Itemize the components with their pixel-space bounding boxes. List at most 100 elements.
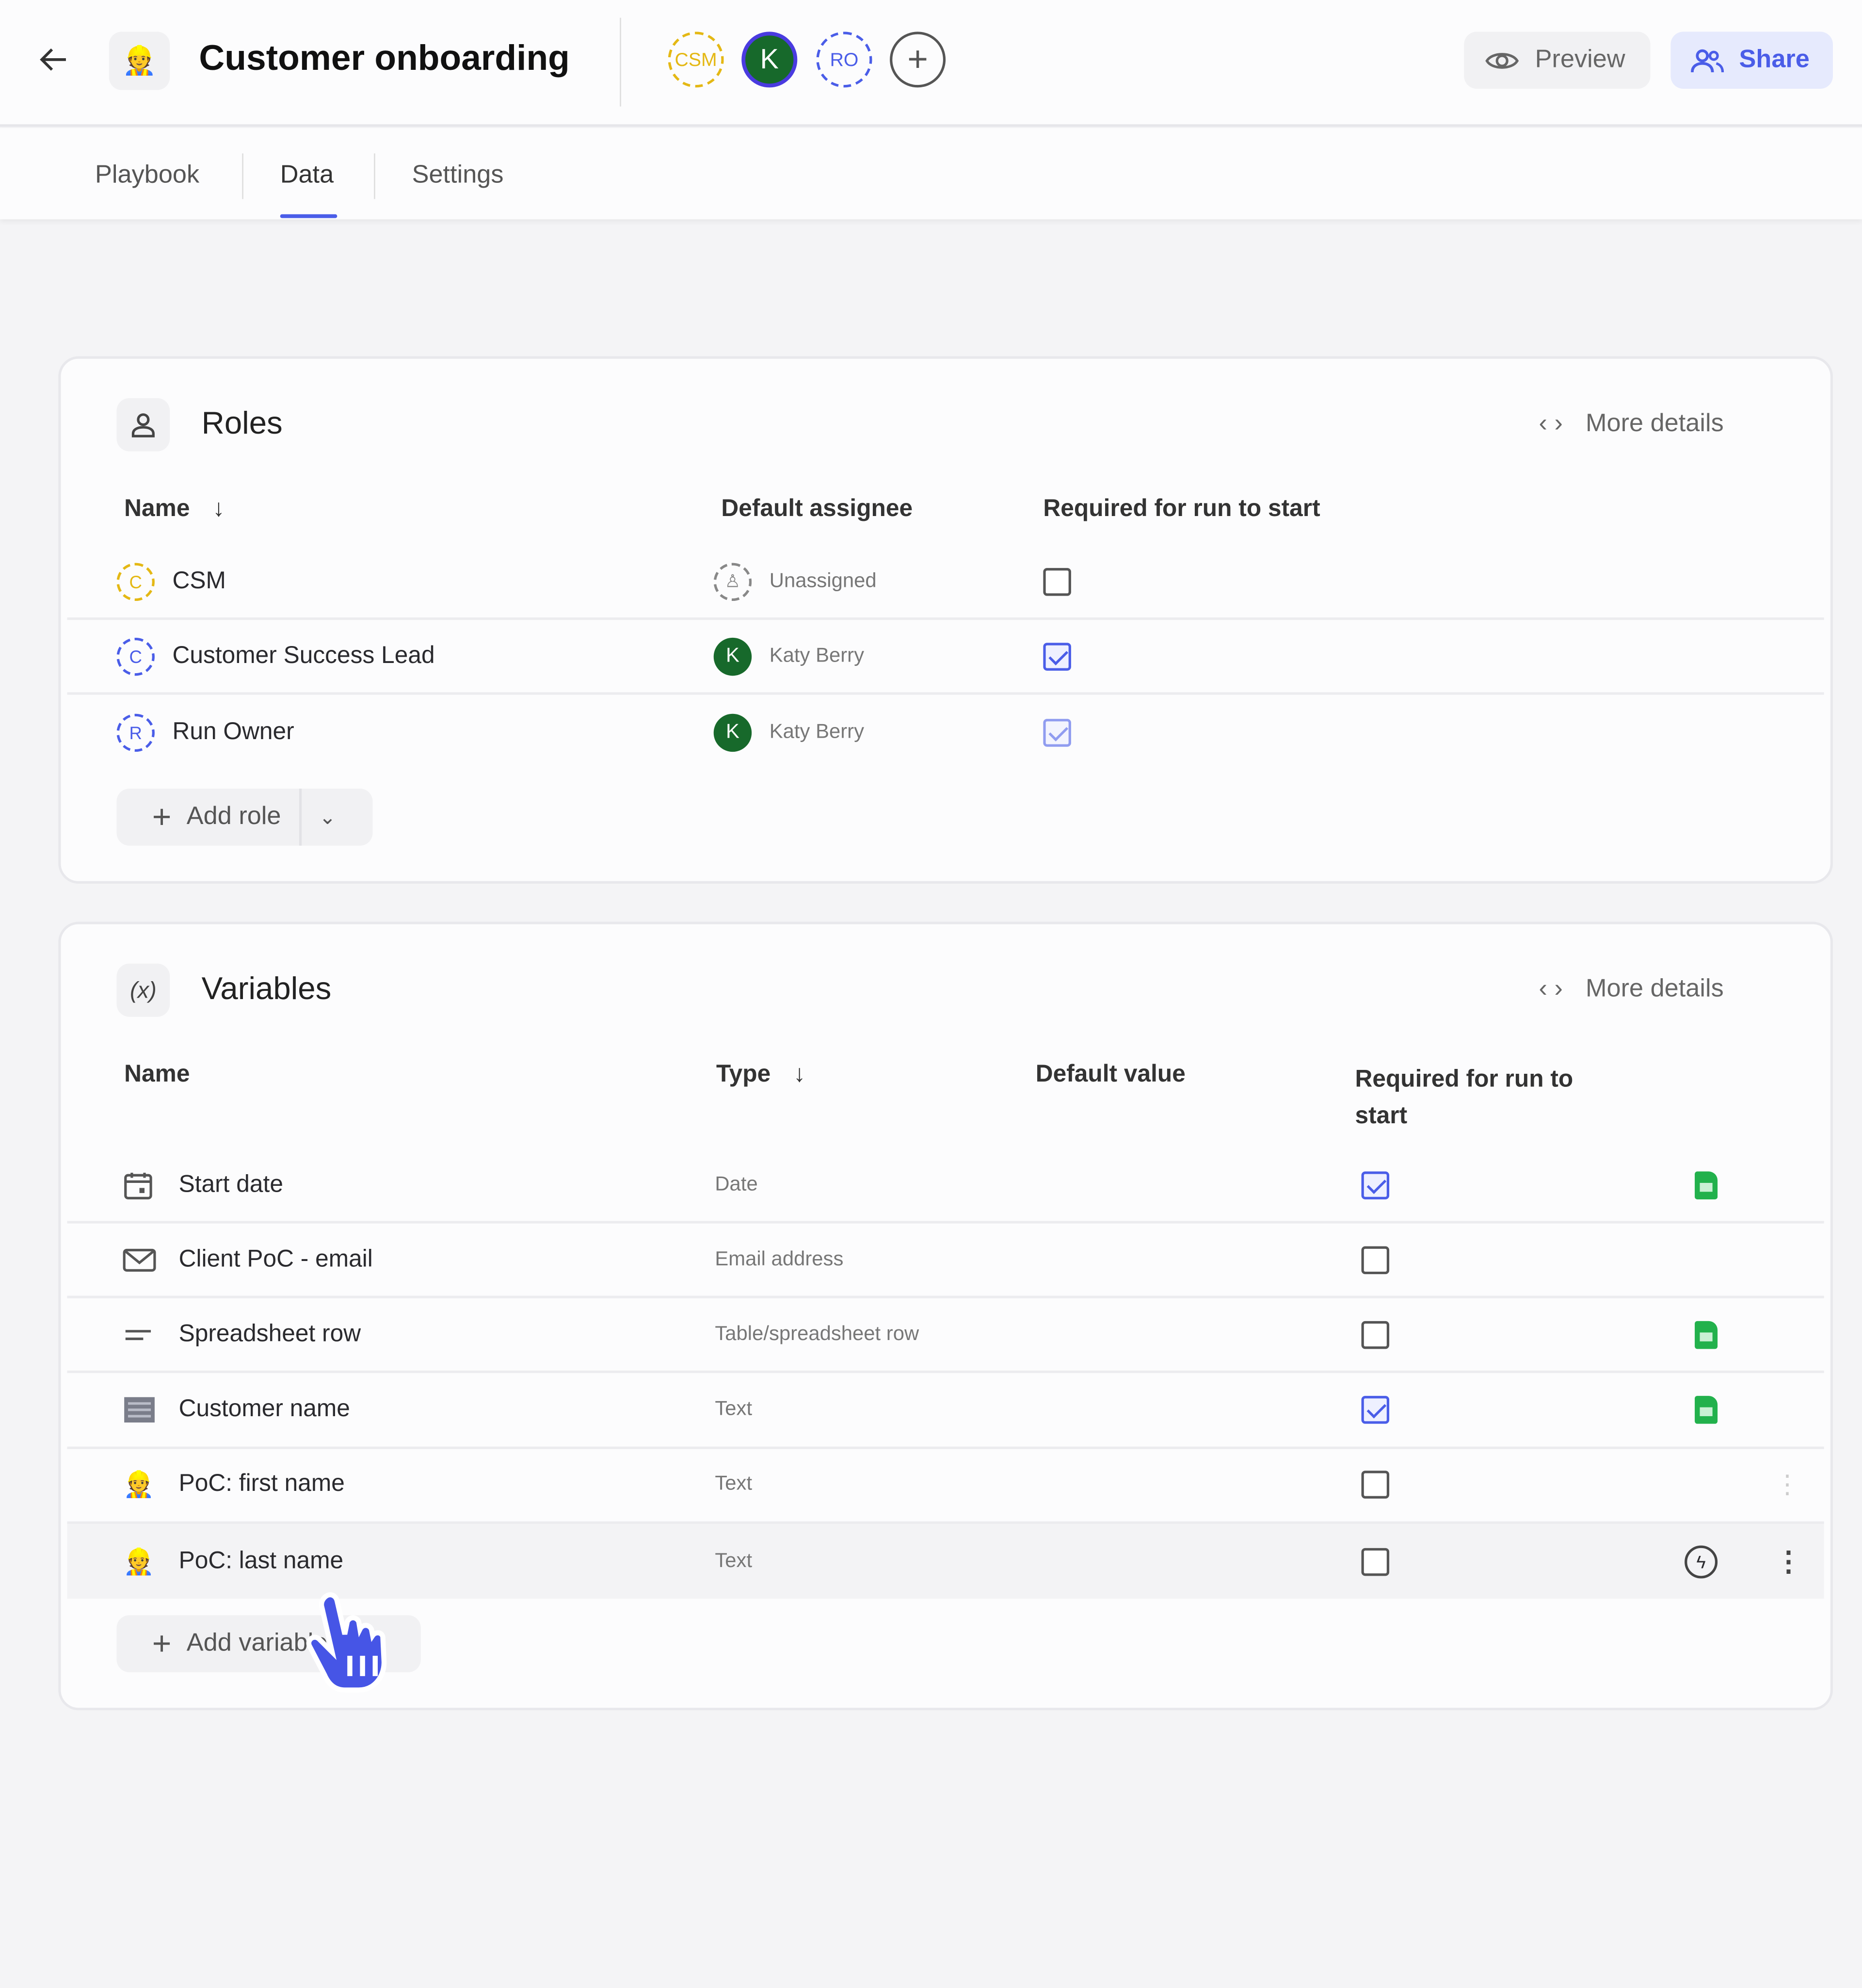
google-sheets-icon[interactable]: [1695, 1171, 1718, 1199]
avatar-ro[interactable]: RO: [816, 32, 872, 88]
person-icon: [116, 398, 170, 452]
required-checkbox[interactable]: [1361, 1547, 1390, 1576]
role-row[interactable]: R Run Owner K Katy Berry: [67, 695, 1824, 770]
variable-type: Text: [715, 1398, 753, 1421]
users-icon: [1691, 48, 1724, 72]
role-name: Run Owner: [172, 718, 294, 745]
variable-row[interactable]: 👷 PoC: last name Text ϟ ⋮: [67, 1524, 1824, 1599]
col-name[interactable]: Name ↓: [124, 496, 225, 524]
kebab-menu-icon[interactable]: ⋮: [1774, 1545, 1803, 1577]
code-icon: ‹ ›: [1539, 975, 1563, 1003]
col-required: Required for run to start: [1355, 1066, 1573, 1130]
required-checkbox[interactable]: [1361, 1471, 1390, 1499]
page-title: Customer onboarding: [199, 38, 570, 78]
tab-divider: [374, 153, 375, 199]
variable-name: PoC: first name: [178, 1471, 345, 1498]
role-row[interactable]: C CSM ♙ Unassigned: [67, 545, 1824, 620]
required-checkbox[interactable]: [1043, 642, 1071, 670]
role-row[interactable]: C Customer Success Lead K Katy Berry: [67, 620, 1824, 695]
variable-icon: (x): [116, 963, 170, 1017]
more-details-label: More details: [1585, 975, 1724, 1003]
add-member-button[interactable]: +: [890, 32, 946, 88]
variables-card: (x) Variables ‹ › More details Name Type ↓…: [58, 921, 1833, 1711]
col-name-label: Name: [124, 496, 190, 523]
divider: [620, 17, 621, 107]
bolt-icon[interactable]: ϟ: [1685, 1545, 1718, 1578]
building-icon: [123, 1396, 156, 1424]
playbook-emoji-icon[interactable]: 👷: [109, 32, 170, 90]
google-sheets-icon[interactable]: [1695, 1321, 1718, 1349]
variable-name: Spreadsheet row: [178, 1321, 361, 1348]
add-variable-button[interactable]: + Add variable: [116, 1615, 345, 1672]
variable-name: PoC: last name: [178, 1547, 344, 1574]
chevron-down-icon[interactable]: ⌄: [319, 807, 336, 829]
role-icon: C: [116, 637, 155, 676]
col-type-label: Type: [716, 1061, 771, 1088]
assignee-avatar: K: [713, 637, 752, 676]
role-icon: R: [116, 713, 155, 751]
person-emoji-icon: 👷: [123, 1471, 155, 1500]
plus-icon: +: [152, 797, 172, 836]
variable-type: Date: [715, 1173, 758, 1195]
active-tab-indicator: [280, 214, 337, 218]
more-details-label: More details: [1585, 409, 1724, 437]
avatar-csm[interactable]: CSM: [668, 32, 724, 88]
variables-title: Variables: [201, 971, 332, 1007]
roles-title: Roles: [201, 405, 283, 441]
eye-icon: [1485, 52, 1519, 68]
tab-playbook[interactable]: Playbook: [95, 161, 200, 189]
required-checkbox[interactable]: [1361, 1245, 1390, 1274]
share-button[interactable]: Share: [1670, 32, 1833, 89]
variable-type: Table/spreadsheet row: [715, 1323, 919, 1345]
lines-icon: [123, 1326, 154, 1344]
variable-type: Text: [715, 1550, 753, 1572]
tab-data[interactable]: Data: [280, 161, 334, 189]
role-name: CSM: [172, 567, 226, 594]
variable-row[interactable]: Start date Date: [67, 1148, 1824, 1224]
required-checkbox[interactable]: [1361, 1171, 1390, 1199]
col-type[interactable]: Type ↓: [716, 1061, 805, 1089]
google-sheets-icon[interactable]: [1695, 1396, 1718, 1424]
sort-down-icon: ↓: [793, 1061, 806, 1088]
variable-row[interactable]: Spreadsheet row Table/spreadsheet row: [67, 1299, 1824, 1374]
variable-row[interactable]: Customer name Text: [67, 1374, 1824, 1449]
code-icon: ‹ ›: [1539, 409, 1563, 437]
required-checkbox[interactable]: [1043, 567, 1071, 596]
required-checkbox[interactable]: [1043, 718, 1071, 746]
required-checkbox[interactable]: [1361, 1321, 1390, 1349]
col-default: Default value: [1035, 1061, 1186, 1088]
variable-type: Text: [715, 1473, 753, 1495]
col-name: Name: [124, 1061, 190, 1088]
variables-more-details[interactable]: ‹ › More details: [1539, 975, 1724, 1004]
preview-button[interactable]: Preview: [1464, 32, 1651, 89]
person-emoji-icon: 👷: [123, 1548, 155, 1576]
role-assignee[interactable]: Katy Berry: [769, 721, 864, 743]
variable-type: Email address: [715, 1248, 844, 1270]
sort-down-icon: ↓: [212, 496, 225, 523]
required-checkbox[interactable]: [1361, 1396, 1390, 1424]
role-assignee[interactable]: Katy Berry: [769, 645, 864, 666]
add-role-label: Add role: [186, 802, 281, 831]
add-role-split-button: + Add role ⌄: [116, 788, 373, 846]
roles-card: Roles ‹ › More details Name ↓ Default assi…: [58, 356, 1833, 884]
role-icon: C: [116, 562, 155, 600]
variable-name: Start date: [178, 1171, 283, 1198]
roles-more-details[interactable]: ‹ › More details: [1539, 409, 1724, 438]
tab-divider: [242, 153, 243, 199]
tab-bar: Playbook Data Settings: [0, 128, 1862, 220]
add-role-button[interactable]: + Add role: [116, 788, 302, 846]
hand-cursor-icon: [306, 1592, 387, 1693]
variable-row[interactable]: Client PoC - email Email address: [67, 1224, 1824, 1299]
tab-settings[interactable]: Settings: [412, 161, 504, 189]
calendar-icon: [123, 1170, 154, 1200]
avatar-k[interactable]: K: [741, 32, 798, 88]
add-variable-label: Add variable: [186, 1629, 328, 1657]
role-assignee[interactable]: Unassigned: [769, 570, 877, 592]
variable-row[interactable]: 👷 PoC: first name Text ⋮: [67, 1449, 1824, 1524]
kebab-menu-icon[interactable]: ⋮: [1774, 1471, 1800, 1500]
unassigned-icon: ♙: [713, 562, 752, 600]
back-arrow-icon[interactable]: [38, 46, 68, 74]
col-assignee: Default assignee: [721, 496, 913, 523]
plus-icon: +: [152, 1624, 172, 1663]
top-header: 👷 Customer onboarding CSM K RO + Preview…: [0, 0, 1862, 127]
